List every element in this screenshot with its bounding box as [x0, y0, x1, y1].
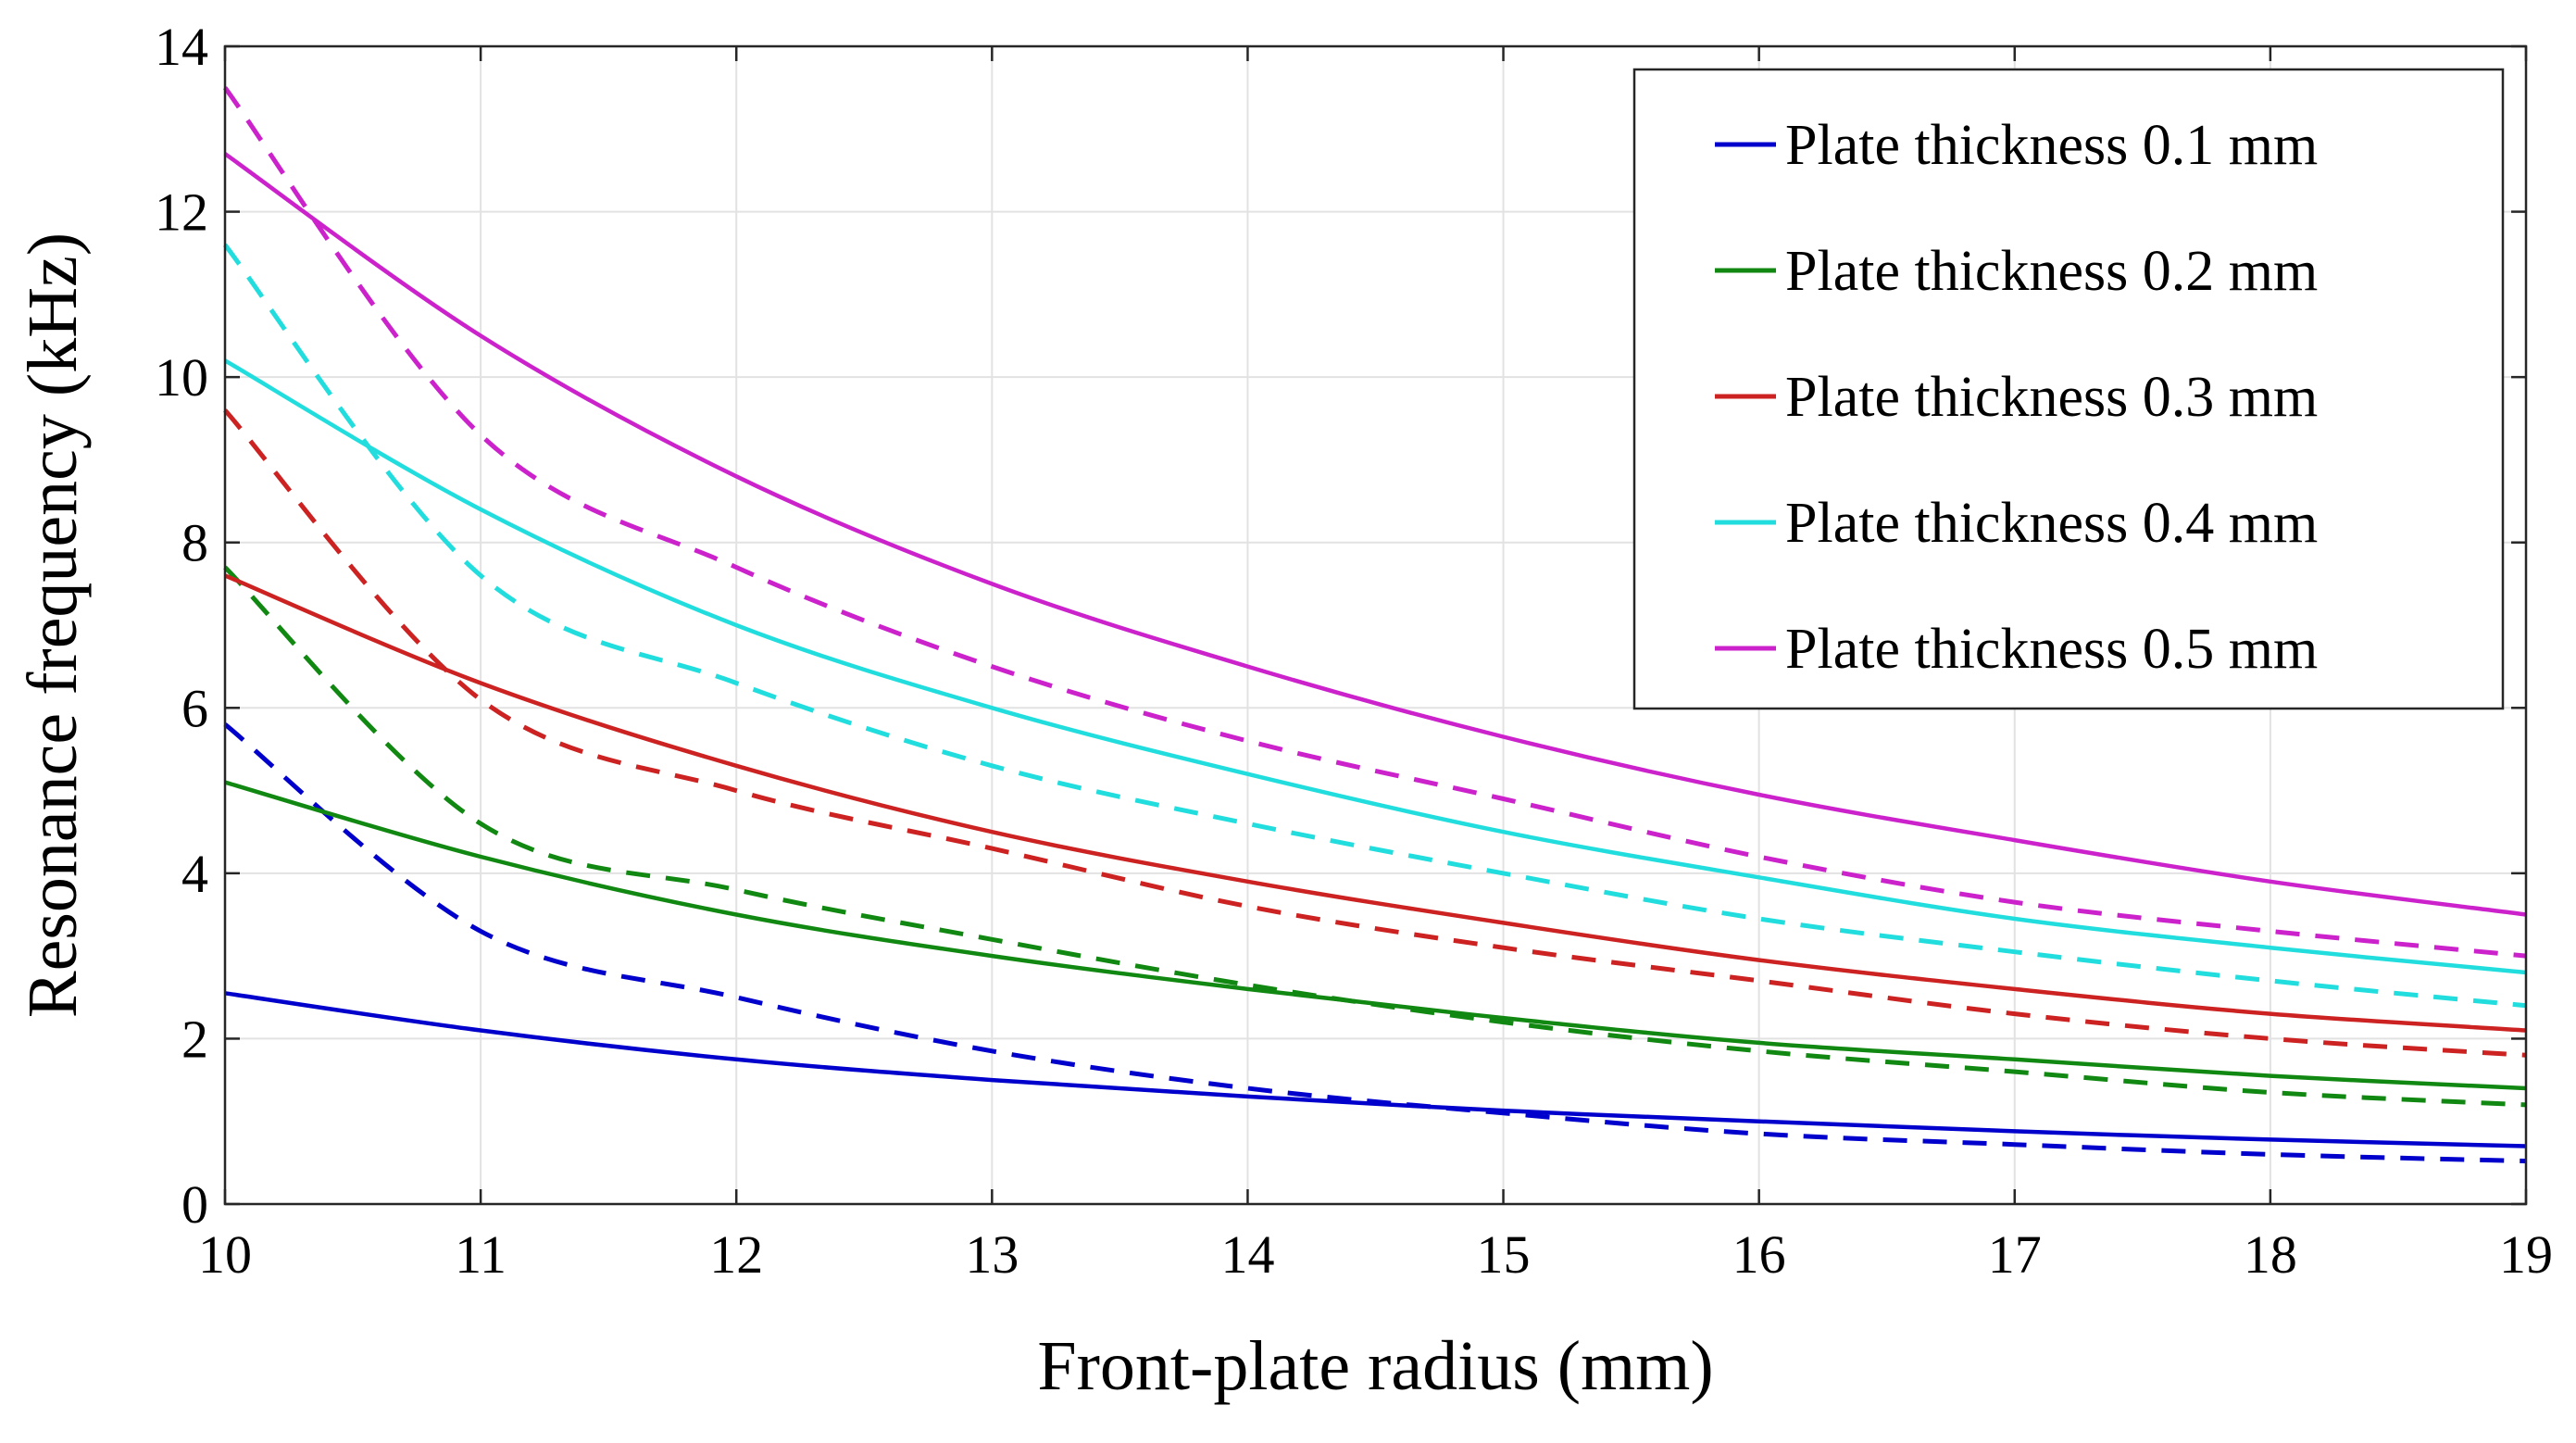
series-lines — [222, 86, 2527, 1164]
x-tick-label: 19 — [2499, 1224, 2553, 1285]
y-tick-label: 0 — [181, 1174, 208, 1235]
solid-line-plate-thickness-0-5-mm — [223, 152, 2527, 917]
x-tick-label: 13 — [965, 1224, 1019, 1285]
solid-line-plate-thickness-0-1-mm — [224, 991, 2527, 1148]
y-axis-title: Resonance frequency (kHz) — [14, 232, 92, 1018]
legend-box — [1632, 68, 2505, 710]
dashed-line-plate-thickness-0-5-mm — [222, 86, 2527, 959]
y-tick-label: 14 — [155, 17, 208, 77]
legend-label: Plate thickness 0.4 mm — [1785, 492, 2318, 555]
dashed-line-plate-thickness-0-3-mm — [223, 408, 2527, 1058]
y-tick-label: 10 — [155, 347, 208, 408]
plot-frame — [223, 44, 2528, 1206]
dashed-line-plate-thickness-0-4-mm — [223, 243, 2527, 1009]
axis-ticks: 10 11 12 13 14 15 16 17 18 19 0 2 4 6 8 10 12 14 — [155, 17, 2553, 1285]
legend-label: Plate thickness 0.3 mm — [1785, 366, 2318, 429]
x-tick-label: 12 — [709, 1224, 763, 1285]
solid-line-plate-thickness-0-3-mm — [224, 573, 2527, 1033]
x-axis-title: Front-plate radius (mm) — [1037, 1327, 1713, 1405]
x-tick-label: 10 — [198, 1224, 252, 1285]
dashed-line-plate-thickness-0-1-mm — [223, 722, 2527, 1164]
x-tick-label: 18 — [2244, 1224, 2297, 1285]
solid-line-plate-thickness-0-2-mm — [224, 780, 2527, 1091]
x-tick-label: 16 — [1732, 1224, 1786, 1285]
legend-label: Plate thickness 0.5 mm — [1785, 618, 2318, 681]
x-tick-label: 15 — [1477, 1224, 1531, 1285]
x-tick-label: 17 — [1988, 1224, 2042, 1285]
y-tick-label: 6 — [181, 678, 208, 738]
y-tick-label: 8 — [181, 513, 208, 573]
x-tick-label: 14 — [1220, 1224, 1274, 1285]
x-tick-label: 11 — [455, 1224, 506, 1285]
y-tick-label: 2 — [181, 1009, 208, 1069]
y-tick-label: 4 — [181, 844, 208, 904]
legend-label: Plate thickness 0.2 mm — [1785, 240, 2318, 303]
legend-label: Plate thickness 0.1 mm — [1785, 114, 2318, 177]
legend: Plate thickness 0.1 mm Plate thickness 0.… — [1632, 68, 2505, 710]
y-tick-label: 12 — [155, 182, 208, 243]
solid-line-plate-thickness-0-4-mm — [223, 358, 2527, 975]
